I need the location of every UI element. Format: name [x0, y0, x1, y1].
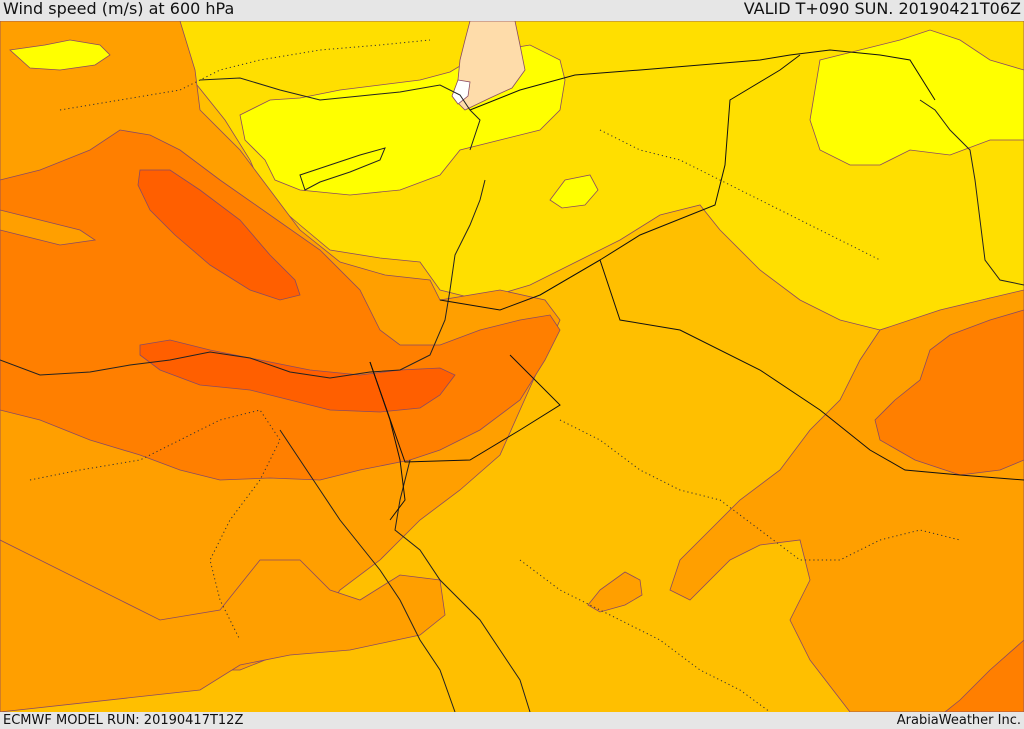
field-orange-west-notch	[0, 209, 97, 246]
border-egypt	[369, 361, 406, 521]
field-pale	[454, 21, 526, 111]
field-yellow-east	[809, 29, 1024, 166]
border-jordan	[369, 354, 561, 463]
field-yellow-blob	[549, 174, 599, 209]
wind-speed-map	[0, 21, 1024, 712]
coastline-gulf	[919, 99, 1024, 286]
coastline-red-sea	[279, 429, 456, 712]
field-amber-south	[0, 539, 446, 712]
coastline-cyprus	[299, 147, 386, 191]
province-lines-egypt	[29, 409, 281, 641]
valid-time: VALID T+090 SUN. 20190421T06Z	[743, 0, 1021, 18]
field-orange-east	[874, 309, 1024, 476]
map-header: Wind speed (m/s) at 600 hPa VALID T+090 …	[0, 0, 1024, 21]
border-turkey-south	[469, 49, 936, 111]
province-lines-saudi-south	[519, 559, 771, 712]
credit: ArabiaWeather Inc.	[896, 713, 1021, 728]
map-footer: ECMWF MODEL RUN: 20190417T12Z ArabiaWeat…	[0, 712, 1024, 729]
province-lines-iraq	[599, 129, 881, 261]
coastline-turkey	[199, 77, 481, 151]
field-amber-blob	[587, 571, 643, 613]
map-title: Wind speed (m/s) at 600 hPa	[3, 0, 235, 18]
border-saudi-iraq	[439, 259, 1024, 481]
border-syria-iraq	[539, 54, 801, 296]
field-deep-orange-mid	[139, 339, 456, 413]
coastline-red-sea-east	[394, 459, 531, 712]
field-yellow-northwest	[9, 39, 111, 71]
field-amber-southeast	[944, 639, 1024, 712]
field-deep-orange-north	[137, 169, 301, 301]
map-canvas	[0, 21, 1024, 712]
province-lines-saudi	[559, 419, 961, 561]
model-run: ECMWF MODEL RUN: 20190417T12Z	[3, 713, 244, 728]
coastline-mediterranean	[0, 179, 486, 379]
